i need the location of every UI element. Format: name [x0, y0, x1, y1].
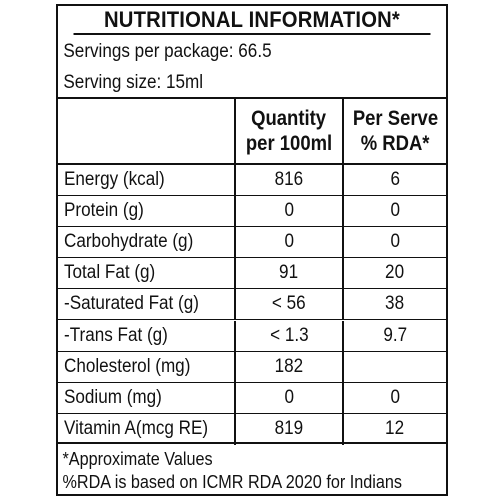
quantity-value: < 1.3	[236, 320, 344, 351]
nutrient-name: -Trans Fat (g)	[58, 320, 236, 351]
nutrition-label: NUTRITIONAL INFORMATION* Servings per pa…	[56, 4, 448, 496]
quantity-header-line2: per 100ml	[245, 132, 333, 155]
footnote-approximate: *Approximate Values	[62, 449, 213, 469]
servings-per-package: Servings per package: 66.5	[63, 41, 272, 62]
quantity-column-header: Quantity per 100ml	[236, 99, 344, 163]
table-header-row: Quantity per 100ml Per Serve % RDA*	[58, 99, 446, 165]
nutrient-column-header	[58, 99, 236, 163]
rda-value: 38	[385, 293, 405, 315]
quantity-value: 0	[236, 382, 344, 413]
rda-value: 0	[390, 386, 400, 408]
serving-size: Serving size: 15ml	[63, 72, 204, 93]
table-row: -Saturated Fat (g) < 56 38	[58, 289, 446, 321]
rda-column-header: Per Serve % RDA*	[344, 99, 446, 163]
rda-value	[344, 352, 446, 382]
quantity-value: < 56	[236, 289, 344, 320]
nutrient-name: Vitamin A(mcg RE)	[58, 413, 236, 445]
nutrient-name: Energy (kcal)	[58, 165, 236, 196]
nutrient-name: Cholesterol (mg)	[58, 351, 236, 382]
nutrient-name: -Saturated Fat (g)	[58, 289, 236, 320]
nutrient-name: Protein (g)	[58, 196, 236, 227]
quantity-header-line1: Quantity	[251, 107, 327, 130]
table-row: Vitamin A(mcg RE) 819 12	[58, 413, 446, 445]
footnote-rda-basis: %RDA is based on ICMR RDA 2020 for India…	[62, 472, 402, 492]
rda-value: 12	[385, 418, 405, 440]
nutrient-name: Sodium (mg)	[58, 382, 236, 413]
table-row: Total Fat (g) 91 20	[58, 258, 446, 290]
rda-value: 6	[390, 169, 400, 191]
quantity-value: 91	[236, 258, 344, 289]
rda-value: 0	[390, 200, 400, 222]
table-row: Protein (g) 0 0	[58, 196, 446, 228]
label-title: NUTRITIONAL INFORMATION*	[73, 6, 431, 35]
quantity-value: 819	[236, 413, 344, 445]
nutrition-table: Quantity per 100ml Per Serve % RDA* Ener…	[58, 97, 446, 445]
quantity-value: 0	[236, 227, 344, 258]
rda-header-line1: Per Serve	[352, 107, 438, 130]
table-row: Cholesterol (mg) 182	[58, 351, 446, 383]
quantity-value: 816	[236, 165, 344, 196]
rda-value: 20	[385, 262, 405, 284]
quantity-value: 0	[236, 196, 344, 227]
nutrient-name: Carbohydrate (g)	[58, 227, 236, 258]
table-row: Energy (kcal) 816 6	[58, 165, 446, 197]
quantity-value: 182	[236, 351, 344, 382]
rda-header-line2: % RDA*	[360, 132, 430, 155]
table-row: -Trans Fat (g) < 1.3 9.7	[58, 320, 446, 352]
table-row: Sodium (mg) 0 0	[58, 382, 446, 414]
rda-value: 0	[390, 231, 400, 253]
rda-value: 9.7	[383, 324, 407, 346]
nutrient-name: Total Fat (g)	[58, 258, 236, 289]
table-row: Carbohydrate (g) 0 0	[58, 227, 446, 259]
